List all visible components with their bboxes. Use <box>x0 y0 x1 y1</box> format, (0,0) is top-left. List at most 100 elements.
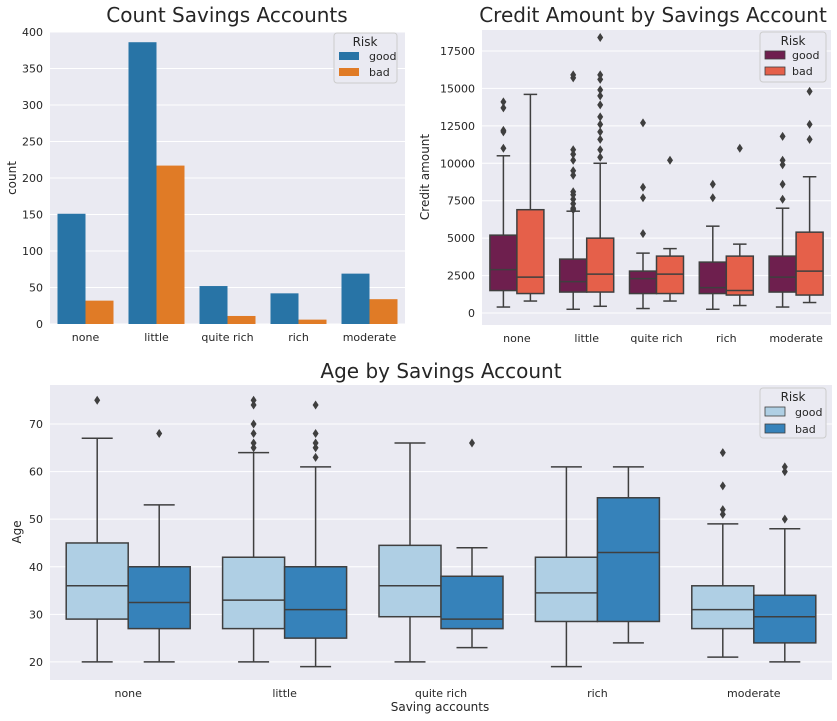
outlier-point <box>500 143 507 153</box>
y-tick-label: 20 <box>29 656 43 669</box>
outlier-point <box>250 429 257 439</box>
y-tick-label: 5000 <box>447 232 475 245</box>
y-tick-label: 30 <box>29 608 43 621</box>
outlier-point <box>597 112 604 122</box>
x-tick-label: rich <box>288 331 309 344</box>
legend-label-bad: bad <box>792 65 813 78</box>
bar-bad <box>369 299 398 324</box>
bar-good <box>57 213 86 324</box>
x-tick-label: quite rich <box>201 331 253 344</box>
bar-bad <box>298 319 327 324</box>
box-good <box>489 234 518 292</box>
box-bad <box>596 497 661 623</box>
chart-title: Age by Savings Account <box>320 359 561 383</box>
outlier-point <box>312 443 319 453</box>
legend: Risk good bad <box>759 31 827 83</box>
legend-title: Risk <box>781 34 806 48</box>
bar-bad <box>227 315 256 324</box>
outlier-point <box>640 118 646 128</box>
x-tick-label: little <box>144 331 169 344</box>
legend-label-bad: bad <box>795 423 816 436</box>
x-tick-label: moderate <box>343 331 397 344</box>
outlier-point <box>250 400 257 410</box>
box-good <box>378 544 442 618</box>
y-tick-label: 0 <box>468 307 475 320</box>
outlier-point <box>806 86 813 96</box>
legend-title: Risk <box>781 390 806 404</box>
x-tick-label: none <box>503 332 531 345</box>
x-tick-label: none <box>114 687 142 700</box>
outlier-point <box>640 182 646 192</box>
bar-good <box>128 42 157 324</box>
outlier-point <box>312 452 319 462</box>
outlier-point <box>719 509 726 519</box>
y-tick-label: 150 <box>22 209 43 222</box>
legend: Risk good bad <box>759 387 827 439</box>
legend: Risk good bad <box>333 32 398 84</box>
outlier-point <box>570 166 577 176</box>
legend-label-bad: bad <box>369 66 390 79</box>
x-tick-label: little <box>574 332 599 345</box>
age-chart: 20 30 40 50 60 70 none little quite rich rich mod… <box>10 359 832 714</box>
legend-swatch-bad <box>764 423 786 434</box>
plot-area <box>50 385 832 680</box>
outlier-point <box>736 143 743 153</box>
outlier-point <box>250 419 257 429</box>
credit-amount-chart: 0 2500 5000 7500 10000 12500 15000 17500 none li… <box>418 3 831 345</box>
outlier-point <box>312 400 319 410</box>
box-bad <box>585 237 615 293</box>
outlier-point <box>779 194 786 204</box>
outlier-point <box>570 155 577 165</box>
legend-label-good: good <box>369 50 396 63</box>
x-tick-label: rich <box>587 687 608 700</box>
x-tick-label: little <box>272 687 297 700</box>
outlier-point <box>570 145 577 155</box>
outlier-point <box>500 103 507 113</box>
box-good <box>691 585 755 630</box>
chart-title: Count Savings Accounts <box>106 3 347 27</box>
y-tick-label: 60 <box>29 466 43 479</box>
outlier-point <box>570 187 577 197</box>
outlier-point <box>806 134 813 144</box>
count-chart: 0 50 100 150 200 250 300 350 400 none little quite… <box>5 3 405 344</box>
outlier-point <box>500 125 507 135</box>
y-axis-label: Age <box>10 520 24 543</box>
y-tick-label: 400 <box>22 26 43 39</box>
outlier-point <box>597 134 604 144</box>
box-bad <box>516 208 545 295</box>
legend-swatch-good <box>764 50 786 60</box>
outlier-point <box>597 32 604 42</box>
y-tick-label: 50 <box>29 513 43 526</box>
outlier-point <box>779 155 786 165</box>
box-good <box>534 556 599 623</box>
outlier-point <box>597 100 604 110</box>
box-bad <box>795 231 824 296</box>
x-tick-label: moderate <box>727 687 781 700</box>
legend-label-good: good <box>795 406 822 419</box>
box-good <box>65 542 129 620</box>
y-tick-label: 50 <box>29 282 43 295</box>
outlier-point <box>709 179 716 189</box>
y-axis-label: Credit amount <box>418 134 432 220</box>
y-tick-label: 2500 <box>447 270 475 283</box>
outlier-point <box>781 514 788 524</box>
y-tick-label: 300 <box>22 99 43 112</box>
box-good <box>768 255 797 293</box>
bar-good <box>199 286 228 324</box>
outlier-point <box>719 481 726 491</box>
outlier-point <box>597 127 604 137</box>
bar-bad <box>156 165 185 324</box>
legend-label-good: good <box>792 49 819 62</box>
y-tick-label: 7500 <box>447 195 475 208</box>
x-tick-label: moderate <box>769 332 823 345</box>
x-axis-label: Saving accounts <box>391 700 490 714</box>
y-tick-label: 200 <box>22 172 43 185</box>
outlier-point <box>250 438 257 448</box>
legend-swatch-good <box>764 406 786 417</box>
chart-title: Credit Amount by Savings Account <box>479 3 827 27</box>
outlier-point <box>156 429 163 439</box>
outlier-point <box>719 505 726 515</box>
outlier-point <box>312 438 319 448</box>
y-tick-label: 350 <box>22 63 43 76</box>
